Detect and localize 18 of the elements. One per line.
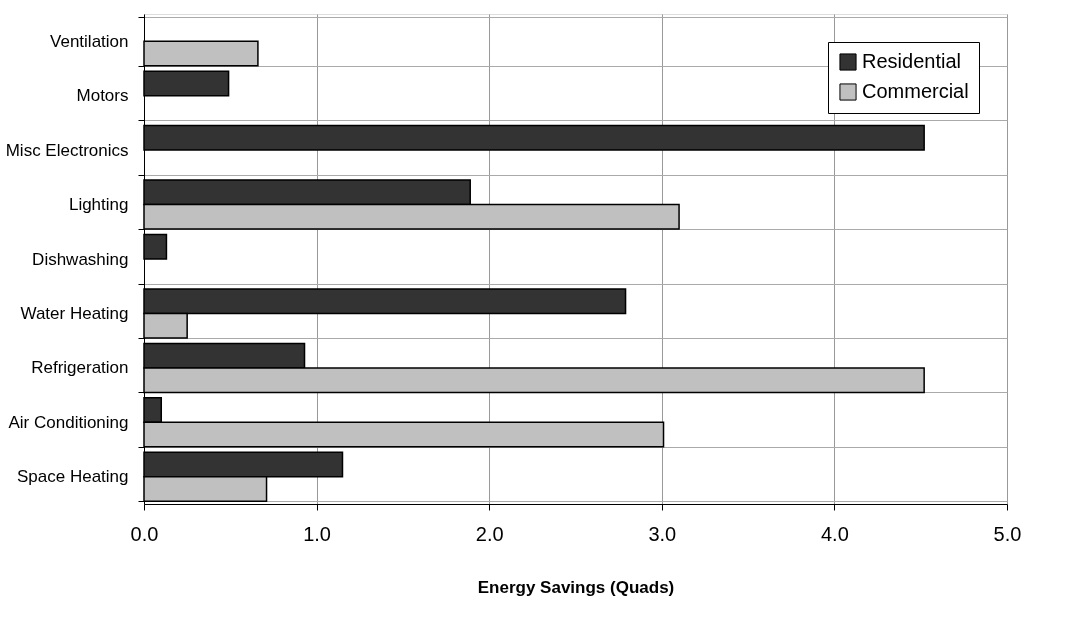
y-tick-label: Water Heating [20, 303, 129, 323]
x-axis-title: Energy Savings (Quads) [477, 577, 675, 597]
legend-label: Commercial [862, 80, 969, 102]
y-tick-label: Space Heating [16, 467, 129, 487]
x-tick-label: 5.0 [993, 522, 1022, 545]
y-tick-label: Dishwashing [32, 249, 129, 269]
y-tick-label: Refrigeration [31, 358, 129, 378]
y-tick-label: Misc Electronics [5, 140, 129, 160]
x-tick-label: 1.0 [303, 522, 332, 545]
x-tick-label: 0.0 [130, 522, 159, 545]
y-tick-label: Lighting [68, 195, 129, 215]
x-tick-label: 4.0 [820, 522, 849, 545]
x-tick-label: 3.0 [648, 522, 677, 545]
x-tick-label: 2.0 [475, 522, 504, 545]
y-tick-label: Motors [76, 86, 129, 106]
y-tick-label: Air Conditioning [8, 412, 129, 432]
y-tick-label: Ventilation [50, 31, 129, 51]
legend-label: Residential [862, 50, 961, 72]
